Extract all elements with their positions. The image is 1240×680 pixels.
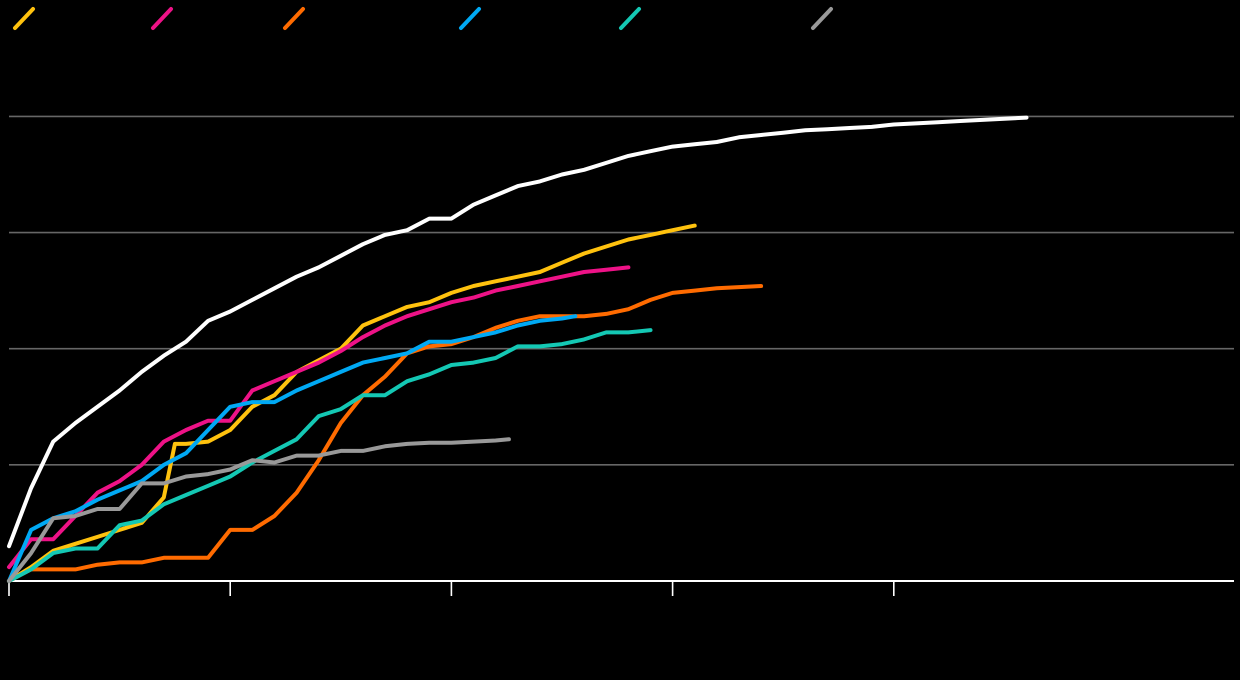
series-line [7,115,1029,549]
legend [13,7,833,30]
series-line [7,314,578,583]
legend-swatch [811,7,833,30]
series-line [7,328,653,583]
series-line [7,284,764,583]
x-axis [8,580,1234,596]
legend-swatch [151,7,173,30]
legend-swatch [283,7,305,30]
legend-swatch [619,7,641,30]
series-line [7,437,511,583]
gridlines [9,115,1234,466]
legend-swatch [459,7,481,30]
series-line [7,265,631,570]
series-lines [7,115,1029,583]
legend-swatch [13,7,35,30]
